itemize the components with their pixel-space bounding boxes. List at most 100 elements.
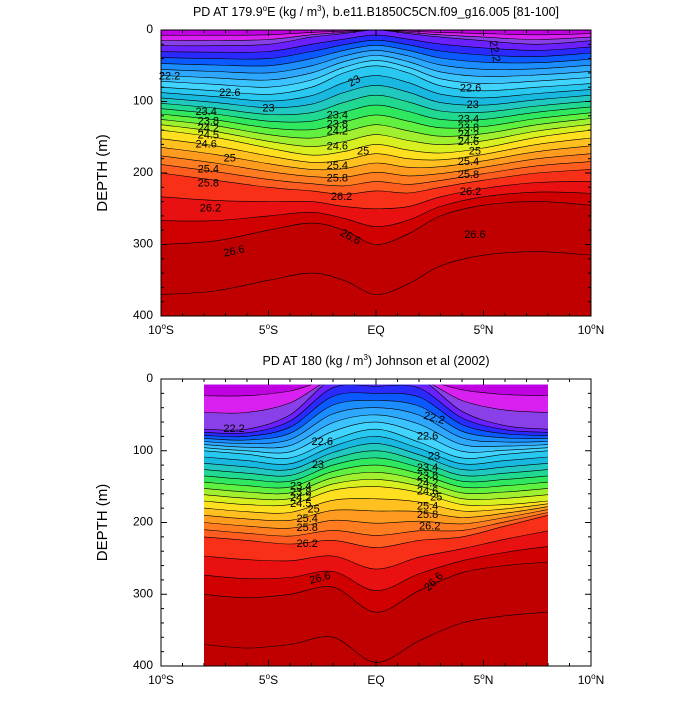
contour-label: 22.6 bbox=[417, 430, 438, 442]
contour-line bbox=[161, 251, 591, 295]
contour-line bbox=[161, 161, 591, 187]
x-tick-label: EQ bbox=[367, 673, 384, 687]
panel-title: PD AT 180 (kg / m3) Johnson et al (2002) bbox=[262, 353, 489, 368]
contour-line bbox=[204, 392, 548, 438]
contour-label: 24.5 bbox=[290, 498, 311, 510]
contour-line bbox=[204, 384, 548, 414]
contour-label: 25.4 bbox=[296, 513, 317, 525]
contour-label: 23.8 bbox=[290, 486, 311, 498]
contour-label: 24.2 bbox=[417, 478, 438, 490]
contour-line bbox=[204, 479, 548, 501]
contour-line bbox=[161, 30, 591, 36]
contour-label: 22.2 bbox=[159, 70, 180, 82]
contour-label: 23.8 bbox=[458, 122, 479, 134]
contour-label: 25 bbox=[430, 491, 442, 503]
contour-line bbox=[204, 509, 548, 529]
contour-label: 23.4 bbox=[458, 113, 479, 125]
x-tick-label: 10oN bbox=[578, 672, 604, 687]
contour-label: 22.2 bbox=[487, 40, 503, 63]
x-tick-label: 5oN bbox=[474, 322, 494, 337]
contour-label: 22.2 bbox=[422, 410, 446, 427]
contour-line bbox=[204, 457, 548, 483]
contour-label: 25.8 bbox=[458, 169, 479, 181]
contour-label: 24.2 bbox=[458, 129, 479, 141]
contour-line bbox=[161, 75, 591, 102]
contour-label: 22.2 bbox=[223, 423, 244, 435]
contour-label: 26.2 bbox=[296, 538, 317, 550]
panel-title: PD AT 179.9oE (kg / m3), b.e11.B1850C5CN… bbox=[193, 4, 559, 19]
contour-label: 23.8 bbox=[327, 118, 348, 130]
contour-line bbox=[161, 137, 591, 163]
y-tick-label: 200 bbox=[133, 165, 153, 179]
y-tick-label: 300 bbox=[133, 586, 153, 600]
contour-label: 24.6 bbox=[327, 140, 348, 152]
x-tick-label: 10oS bbox=[148, 672, 174, 687]
contour-line bbox=[161, 104, 591, 123]
contour-line bbox=[161, 191, 591, 227]
contour-label: 25.8 bbox=[327, 173, 348, 185]
contour-label: 25.4 bbox=[417, 501, 438, 513]
contour-line bbox=[204, 471, 548, 495]
contour-line bbox=[204, 400, 548, 441]
contour-label: 26.6 bbox=[464, 229, 485, 241]
contour-line bbox=[204, 546, 548, 592]
contour-line bbox=[204, 486, 548, 507]
y-tick-label: 300 bbox=[133, 237, 153, 251]
x-tick-label: 5oS bbox=[259, 672, 278, 687]
x-tick-label: 5oS bbox=[259, 322, 278, 337]
contour-line bbox=[161, 112, 591, 131]
contour-label: 24.5 bbox=[198, 130, 219, 142]
contour-label: 23.4 bbox=[290, 481, 311, 493]
contour-label: 26.2 bbox=[460, 186, 481, 198]
x-tick-label: EQ bbox=[367, 323, 384, 337]
contour-label: 26.6 bbox=[222, 243, 245, 259]
contour-line bbox=[161, 169, 591, 195]
contour-line bbox=[161, 85, 591, 109]
contour-label: 25.4 bbox=[198, 163, 219, 175]
contour-label: 22.6 bbox=[460, 83, 481, 95]
contour-line bbox=[161, 201, 591, 245]
contour-label: 25 bbox=[308, 503, 320, 515]
contour-field bbox=[204, 384, 548, 666]
contour-label: 24.2 bbox=[327, 125, 348, 137]
y-tick-label: 0 bbox=[146, 371, 153, 385]
contour-label: 23.4 bbox=[417, 462, 438, 474]
x-tick-label: 5oN bbox=[474, 672, 494, 687]
contour-line bbox=[161, 181, 591, 210]
contour-line bbox=[161, 65, 591, 95]
contour-label: 23 bbox=[262, 103, 274, 115]
contour-line bbox=[204, 428, 548, 459]
y-tick-label: 400 bbox=[133, 658, 153, 672]
contour-label: 24.2 bbox=[290, 492, 311, 504]
contour-label: 24.6 bbox=[195, 138, 216, 150]
contour-line bbox=[204, 414, 548, 449]
contour-line bbox=[204, 384, 548, 434]
y-tick-label: 0 bbox=[146, 22, 153, 36]
bottom-panel: 22.222.62323.423.824.224.52525.425.826.2… bbox=[94, 353, 604, 687]
contour-label: 25 bbox=[357, 145, 369, 157]
y-tick-label: 100 bbox=[133, 443, 153, 457]
contour-label: 26.2 bbox=[419, 521, 440, 533]
contour-line bbox=[161, 30, 591, 41]
contour-label: 25 bbox=[224, 153, 236, 165]
y-tick-label: 100 bbox=[133, 94, 153, 108]
contour-label: 25.4 bbox=[458, 156, 479, 168]
contour-line bbox=[204, 450, 548, 477]
y-axis-label: DEPTH (m) bbox=[94, 134, 111, 212]
contour-label: 23 bbox=[346, 73, 363, 90]
contour-line bbox=[161, 44, 591, 67]
contour-label: 26.2 bbox=[331, 191, 352, 203]
contour-label: 25 bbox=[469, 145, 481, 157]
contour-line bbox=[204, 506, 548, 522]
contour-label: 23.4 bbox=[327, 110, 348, 122]
contour-line bbox=[161, 145, 591, 171]
contour-label: 23.8 bbox=[417, 470, 438, 482]
contour-line bbox=[161, 39, 591, 60]
contour-label: 25.8 bbox=[296, 522, 317, 534]
contour-line bbox=[161, 129, 591, 156]
contour-label: 25.8 bbox=[417, 509, 438, 521]
contour-label: 26.6 bbox=[308, 570, 332, 587]
contour-line bbox=[161, 153, 591, 178]
contour-label: 23 bbox=[428, 450, 440, 462]
